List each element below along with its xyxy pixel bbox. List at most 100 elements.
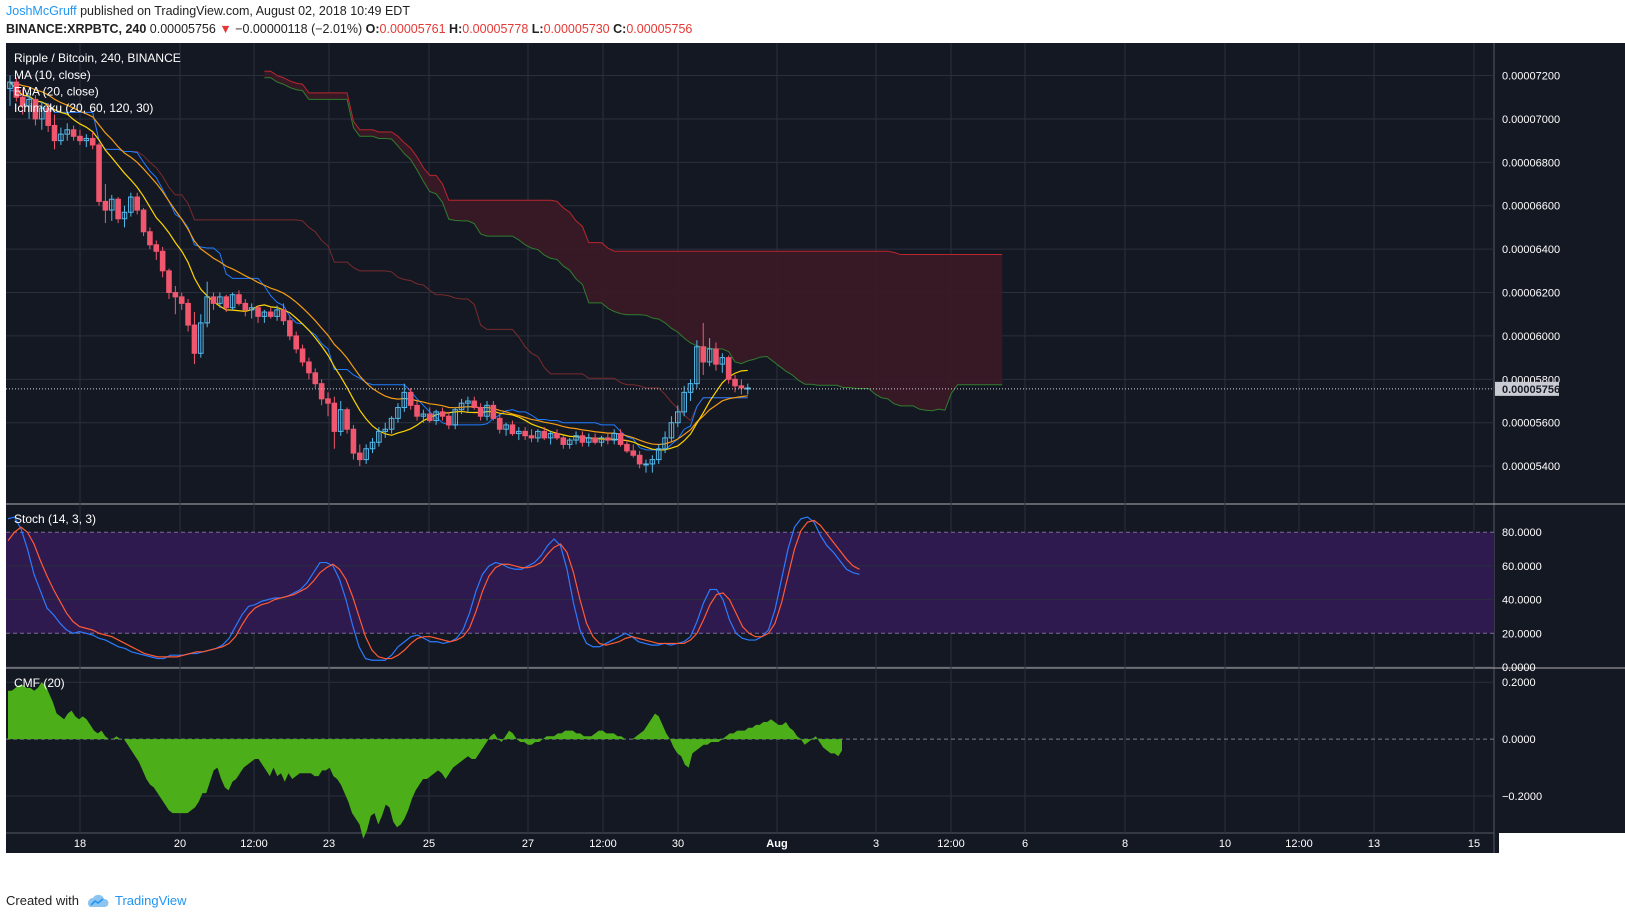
candle-body <box>83 137 90 142</box>
time-tick-label: 25 <box>423 838 435 850</box>
candle-body <box>64 129 71 135</box>
candle-down <box>178 292 185 310</box>
open-label: O: <box>365 22 380 36</box>
time-tick-label: 20 <box>174 838 186 850</box>
indicator-legend-item: Ichimoku (20, 60, 120, 30) <box>14 101 153 115</box>
candle-body <box>172 292 179 298</box>
candle-body <box>592 437 598 443</box>
candle-down <box>134 192 140 215</box>
candle-body <box>96 144 102 202</box>
candle-up <box>433 409 439 425</box>
publisher-line: JoshMcGruff published on TradingView.com… <box>6 4 410 18</box>
candle-body <box>344 409 350 430</box>
time-tick-label: 10 <box>1219 838 1231 850</box>
price-axis-bg <box>1494 43 1625 833</box>
candle-down <box>407 388 414 410</box>
candle-body <box>77 135 83 142</box>
candle-body <box>458 402 465 411</box>
indicator-legend-item: EMA (20, close) <box>14 85 99 99</box>
candle-body <box>611 433 618 441</box>
candle-body <box>382 428 389 432</box>
candle-body <box>496 417 503 430</box>
stoch-tick-label: 0.0000 <box>1502 662 1536 674</box>
candle-body <box>293 335 299 350</box>
candle-down <box>115 197 121 224</box>
candle-up <box>655 444 662 464</box>
candle-down <box>140 207 147 237</box>
author-link[interactable]: JoshMcGruff <box>6 4 77 18</box>
candle-up <box>484 401 490 421</box>
price-tick-label: 0.00006400 <box>1502 244 1560 256</box>
candle-up <box>198 314 204 358</box>
candle-body <box>395 407 401 419</box>
candle-body <box>407 391 414 406</box>
high-label: H: <box>449 22 463 36</box>
candle-body <box>198 322 204 354</box>
candle-body <box>223 296 230 309</box>
candle-body <box>363 448 369 461</box>
candle-down <box>738 379 745 395</box>
candle-body <box>70 129 77 137</box>
candle-down <box>159 246 166 278</box>
candle-body <box>280 309 287 322</box>
time-tick-label: 12:00 <box>589 838 617 850</box>
candle-body <box>7 81 13 90</box>
candle-down <box>357 444 363 467</box>
cmf-area <box>8 682 842 839</box>
candle-up <box>694 340 700 388</box>
candle-up <box>363 444 369 464</box>
indicator-legend-item: MA (10, close) <box>14 68 91 82</box>
candle-body <box>649 459 656 465</box>
candle-down <box>605 433 611 445</box>
candle-body <box>58 133 64 142</box>
candle-down <box>236 290 242 306</box>
time-tick-label: 13 <box>1368 838 1380 850</box>
candle-up <box>83 134 90 148</box>
candle-up <box>675 405 681 428</box>
candle-down <box>541 427 548 441</box>
symbol-label: BINANCE:XRPBTC, 240 <box>6 22 147 36</box>
ichimoku-span-b <box>264 70 1003 256</box>
candle-up <box>516 427 522 441</box>
candle-body <box>267 311 274 317</box>
candle-up <box>706 338 713 367</box>
candle-down <box>522 427 528 441</box>
price-tick-label: 0.00007000 <box>1502 114 1560 126</box>
candle-down <box>51 114 58 150</box>
candle-down <box>732 374 738 393</box>
candle-body <box>255 307 261 317</box>
tradingview-link[interactable]: TradingView <box>114 893 187 908</box>
change-value: −0.00000118 (−2.01%) <box>235 22 363 36</box>
candle-down <box>45 103 51 132</box>
candle-up <box>503 422 509 436</box>
time-tick-label: 8 <box>1122 838 1128 850</box>
candle-body <box>248 307 255 311</box>
candle-down <box>255 305 261 323</box>
candle-up <box>649 455 656 473</box>
candle-body <box>605 437 611 441</box>
ichimoku-span-a <box>264 77 1003 412</box>
candle-up <box>26 92 32 119</box>
candle-up <box>681 385 687 417</box>
candle-up <box>248 303 255 319</box>
candle-body <box>439 411 446 417</box>
time-tick-label: 3 <box>873 838 879 850</box>
candle-down <box>713 342 719 371</box>
candle-up <box>217 292 223 308</box>
candle-down <box>725 355 732 384</box>
candle-body <box>477 407 484 417</box>
candle-body <box>719 357 726 365</box>
chart-area[interactable]: 18 20 12:00 23 25 27 12:00 30 Aug 3 12:00 6 8 10 12:00… <box>0 43 1625 886</box>
candle-up <box>395 403 401 423</box>
candle-body <box>554 433 560 439</box>
price-tick-label: 0.00006000 <box>1502 331 1560 343</box>
candle-body <box>732 378 738 387</box>
candle-body <box>261 311 268 317</box>
ichimoku-cloud <box>264 71 1003 411</box>
candle-body <box>369 441 376 450</box>
candle-down <box>293 331 299 354</box>
candle-body <box>547 433 554 439</box>
time-tick-label: 30 <box>672 838 684 850</box>
candle-body <box>306 361 312 374</box>
candle-body <box>134 196 140 211</box>
